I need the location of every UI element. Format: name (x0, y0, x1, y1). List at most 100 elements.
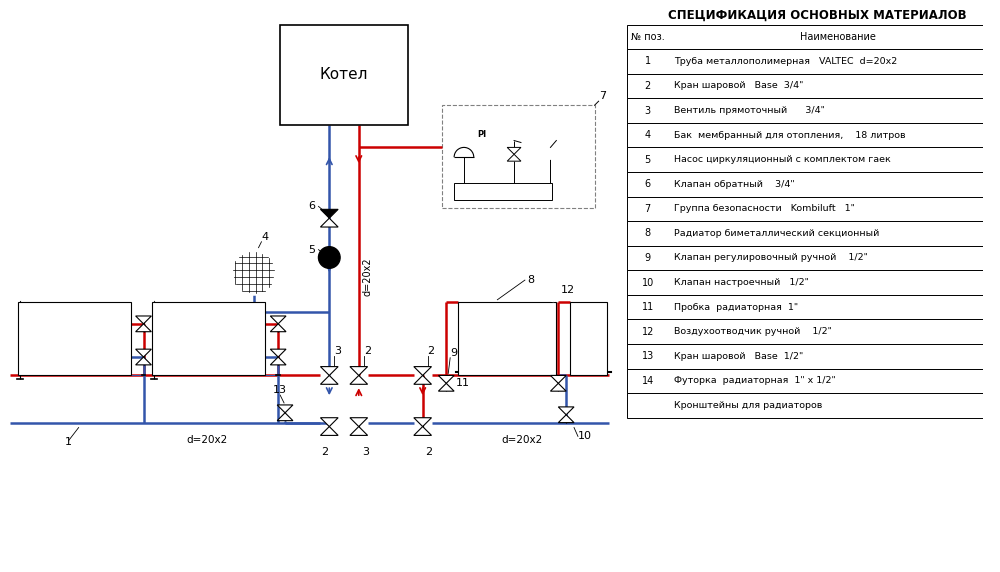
Text: 7: 7 (599, 91, 606, 101)
Text: Группа безопасности   Kombiluft   1": Группа безопасности Kombiluft 1" (674, 204, 855, 213)
Bar (152, 301, 265, 375)
Text: Труба металлополимерная   VALTEC  d=20х2: Труба металлополимерная VALTEC d=20х2 (674, 57, 898, 66)
Bar (627, 393, 1000, 418)
Bar (627, 172, 1000, 197)
Text: Насос циркуляционный с комплектом гаек: Насос циркуляционный с комплектом гаек (674, 155, 891, 164)
Bar (570, 301, 607, 375)
Polygon shape (507, 154, 521, 161)
Polygon shape (350, 427, 368, 435)
Bar (627, 197, 1000, 221)
Polygon shape (320, 367, 338, 375)
Text: 4: 4 (261, 232, 269, 242)
Text: 9: 9 (450, 348, 457, 358)
Polygon shape (270, 324, 286, 332)
Text: 2: 2 (645, 81, 651, 91)
Polygon shape (320, 375, 338, 384)
Text: 10: 10 (642, 277, 654, 288)
Polygon shape (414, 427, 432, 435)
Polygon shape (350, 418, 368, 427)
Bar (627, 98, 1000, 123)
Text: Кронштейны для радиаторов: Кронштейны для радиаторов (674, 401, 823, 410)
Text: Футорка  радиаторная  1" х 1/2": Футорка радиаторная 1" х 1/2" (674, 376, 836, 386)
Text: 13: 13 (273, 385, 287, 395)
Bar (627, 271, 1000, 295)
Polygon shape (414, 375, 432, 384)
Polygon shape (550, 375, 566, 383)
Text: 2: 2 (426, 447, 433, 457)
Text: Кран шаровой   Base  3/4": Кран шаровой Base 3/4" (674, 81, 804, 90)
Polygon shape (438, 383, 454, 391)
Polygon shape (558, 415, 574, 423)
Polygon shape (136, 316, 151, 324)
Circle shape (17, 295, 23, 301)
Polygon shape (320, 209, 338, 218)
Bar (627, 295, 1000, 319)
Polygon shape (507, 148, 521, 154)
Circle shape (231, 249, 276, 295)
Polygon shape (320, 418, 338, 427)
Bar (18, 301, 131, 375)
Text: № поз.: № поз. (631, 32, 665, 42)
Text: Радиатор биметаллический секционный: Радиатор биметаллический секционный (674, 229, 880, 238)
Circle shape (318, 247, 340, 268)
Bar (454, 183, 552, 200)
Polygon shape (438, 375, 454, 383)
Text: 2: 2 (364, 346, 371, 356)
Text: Вентиль прямоточный      3/4": Вентиль прямоточный 3/4" (674, 106, 825, 115)
Text: 1: 1 (65, 437, 72, 447)
Polygon shape (270, 349, 286, 357)
Text: 5: 5 (309, 245, 316, 255)
Text: Клапан регулировочный ручной    1/2": Клапан регулировочный ручной 1/2" (674, 253, 868, 263)
Text: СПЕЦИФИКАЦИЯ ОСНОВНЫХ МАТЕРИАЛОВ: СПЕЦИФИКАЦИЯ ОСНОВНЫХ МАТЕРИАЛОВ (668, 9, 967, 22)
Bar (627, 368, 1000, 393)
Text: 3: 3 (645, 106, 651, 116)
Text: d=20х2: d=20х2 (501, 435, 543, 446)
Polygon shape (136, 349, 151, 357)
Text: PI: PI (477, 130, 486, 139)
Bar (627, 123, 1000, 148)
Bar (627, 221, 1000, 246)
Polygon shape (277, 405, 293, 413)
Text: 4: 4 (645, 130, 651, 140)
Bar (627, 49, 1000, 74)
Bar (627, 25, 1000, 49)
Text: 6: 6 (309, 201, 316, 212)
Text: 5: 5 (645, 154, 651, 165)
Bar (458, 301, 556, 375)
Circle shape (468, 121, 495, 148)
Text: 2: 2 (321, 447, 328, 457)
Text: Бак  мембранный для отопления,    18 литров: Бак мембранный для отопления, 18 литров (674, 130, 906, 140)
Bar (627, 344, 1000, 368)
Text: 11: 11 (456, 378, 470, 388)
Polygon shape (277, 413, 293, 420)
Text: Котел: Котел (320, 67, 368, 82)
Polygon shape (136, 324, 151, 332)
Polygon shape (136, 357, 151, 365)
Text: d=20х2: d=20х2 (187, 435, 228, 446)
Text: Наименование: Наименование (800, 32, 876, 42)
Polygon shape (414, 418, 432, 427)
Polygon shape (270, 357, 286, 365)
Text: 7: 7 (645, 204, 651, 214)
Text: 10: 10 (578, 431, 592, 442)
Polygon shape (558, 407, 574, 415)
Text: 1: 1 (645, 57, 651, 66)
Bar (280, 25, 408, 125)
Bar (627, 319, 1000, 344)
Text: 11: 11 (642, 302, 654, 312)
Polygon shape (350, 375, 368, 384)
Polygon shape (414, 367, 432, 375)
Text: 3: 3 (362, 447, 369, 457)
Polygon shape (320, 427, 338, 435)
Text: 8: 8 (527, 275, 534, 285)
Text: 6: 6 (645, 179, 651, 189)
Text: d=20х2: d=20х2 (363, 258, 373, 296)
Bar (627, 246, 1000, 271)
Text: 13: 13 (642, 351, 654, 362)
Text: 12: 12 (642, 327, 654, 337)
Bar (627, 74, 1000, 98)
Polygon shape (320, 218, 338, 227)
Text: Клапан настроечный   1/2": Клапан настроечный 1/2" (674, 278, 809, 287)
Text: 3: 3 (334, 346, 341, 356)
Text: 12: 12 (561, 285, 575, 295)
